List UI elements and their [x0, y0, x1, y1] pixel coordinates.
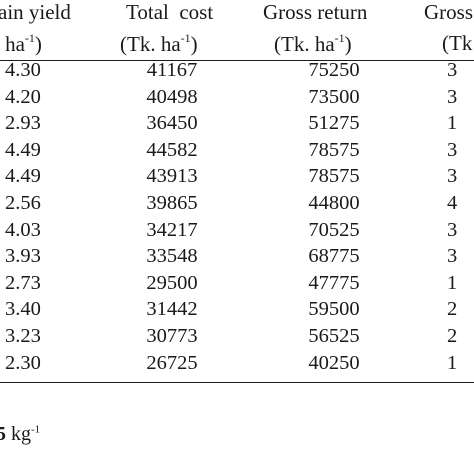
gross-margin-cell: 3 [447, 245, 458, 268]
table-row: 3.40 31442 59500 2 [5, 298, 458, 321]
grain-yield-cell: 4.49 [5, 165, 41, 188]
gross-margin-cell: 3 [447, 138, 458, 161]
gross-margin-cell: 4 [447, 192, 458, 214]
header-grain-yield-line2: t ha-1) [0, 31, 42, 56]
table-row: 4.49 44582 78575 3 [5, 138, 458, 161]
grain-yield-cell: 3.23 [5, 325, 41, 347]
bottom-rule [0, 382, 474, 384]
table-row: 2.30 26725 40250 1 [5, 351, 458, 374]
grain-yield-cell: 3.93 [5, 245, 41, 268]
header-total-cost-line1: Total cost [126, 0, 214, 24]
grain-yield-cell: 2.93 [5, 112, 41, 135]
gross-margin-cell: 2 [447, 298, 458, 321]
table-row: 4.20 40498 73500 3 [5, 85, 458, 108]
table-row: 2.56 39865 44800 4 [5, 192, 458, 214]
header-gross-return-line2: (Tk. ha-1) [274, 31, 352, 56]
gross-margin-cell: 1 [447, 351, 458, 374]
header-rule [0, 60, 474, 62]
gross-margin-cell: 1 [447, 271, 458, 294]
table-row: 2.73 29500 47775 1 [5, 271, 458, 294]
table-row: 4.49 43913 78575 3 [5, 165, 458, 188]
grain-yield-cell: 4.03 [5, 218, 41, 241]
table-row: 3.23 30773 56525 2 [5, 325, 458, 347]
grain-yield-cell: 4.49 [5, 138, 41, 161]
gross-margin-cell: 3 [447, 85, 458, 108]
header-grain-yield-line1: ain yield [0, 0, 71, 24]
gross-margin-cell: 3 [447, 165, 458, 188]
gross-margin-cell: 3 [447, 59, 458, 81]
gross-margin-cell: 3 [447, 218, 458, 241]
grain-yield-cell: 3.40 [5, 298, 41, 321]
footnote: 5 kg-1 [0, 423, 41, 445]
header-total-cost-line2: (Tk. ha-1) [120, 31, 198, 56]
grain-yield-cell: 2.56 [5, 192, 41, 214]
grain-yield-cell: 2.30 [5, 351, 41, 374]
table-row: 3.93 33548 68775 3 [5, 245, 458, 268]
header-gross-margin-line2: (Tk [442, 31, 473, 55]
gross-margin-cell: 1 [447, 112, 458, 135]
header-gross-return-line1: Gross return [263, 0, 368, 24]
gross-margin-cell: 2 [447, 325, 458, 347]
table-row: 4.30 41167 75250 3 [5, 59, 458, 81]
grain-yield-cell: 4.30 [5, 59, 41, 81]
grain-yield-cell: 2.73 [5, 271, 41, 294]
header-gross-margin-line1: Gross [424, 0, 474, 24]
table-row: 4.03 34217 70525 3 [5, 218, 458, 241]
grain-yield-cell: 4.20 [5, 85, 41, 108]
table-row: 2.93 36450 51275 1 [5, 112, 458, 135]
